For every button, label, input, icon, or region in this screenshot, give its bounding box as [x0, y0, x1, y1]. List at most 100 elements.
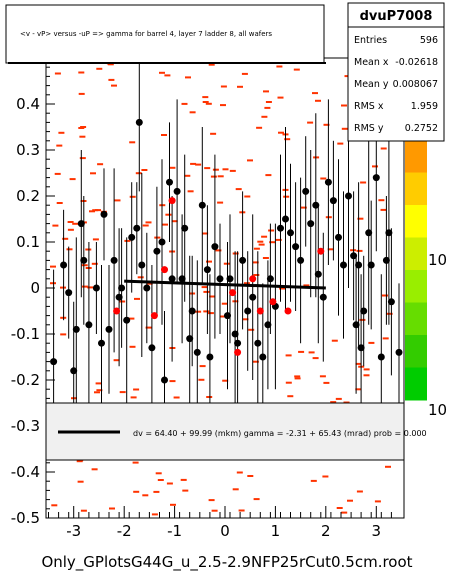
x-tick-label: 3	[372, 522, 382, 540]
histogram-cell	[76, 460, 83, 463]
data-point	[231, 330, 239, 338]
x-tick-label: -1	[167, 522, 182, 540]
histogram-cell	[108, 78, 115, 81]
histogram-cell	[252, 261, 259, 264]
data-point	[188, 307, 196, 315]
histogram-cell	[312, 92, 318, 95]
histogram-cell	[180, 478, 187, 481]
histogram-cell	[142, 494, 149, 497]
histogram-cell	[185, 76, 191, 79]
data-point	[65, 289, 73, 297]
histogram-cell	[128, 317, 135, 320]
histogram-cell	[92, 238, 99, 241]
histogram-cell	[170, 503, 176, 506]
histogram-cell	[56, 144, 63, 147]
histogram-cell	[319, 375, 326, 378]
histogram-cell	[133, 490, 140, 493]
data-point	[292, 243, 300, 251]
histogram-cell	[133, 388, 140, 391]
data-point	[365, 229, 373, 237]
histogram-cell	[204, 167, 211, 170]
histogram-cell	[378, 199, 385, 202]
data-point	[382, 256, 390, 264]
histogram-cell	[91, 262, 98, 265]
color-palette	[405, 140, 427, 401]
data-point	[186, 335, 194, 343]
data-point	[105, 325, 113, 333]
data-point	[350, 252, 358, 260]
histogram-cell	[264, 106, 271, 109]
histogram-cell	[221, 302, 228, 305]
stats-box	[347, 2, 445, 142]
x-tick-label: -2	[117, 522, 132, 540]
histogram-cell	[202, 101, 209, 103]
histogram-cell	[181, 102, 188, 105]
histogram-cell	[279, 287, 286, 290]
histogram-cell	[241, 72, 248, 75]
data-point	[312, 201, 320, 209]
data-point-red	[113, 307, 121, 315]
histogram-cell	[237, 85, 243, 88]
histogram-cell	[222, 168, 229, 171]
y-tick-label: 0.1	[16, 233, 40, 251]
title-box-shadow	[8, 62, 326, 64]
histogram-cell	[165, 213, 172, 216]
histogram-cell	[184, 174, 191, 177]
histogram-cell	[77, 480, 84, 483]
fit-result: dv = 64.40 + 99.99 (mkm) gamma = -2.31 +…	[133, 429, 427, 438]
data-point-red	[269, 298, 277, 306]
data-point	[153, 247, 161, 255]
histogram-cell	[287, 395, 294, 398]
x-tick-label: 2	[321, 522, 331, 540]
data-point	[314, 270, 322, 278]
y-tick-label: -0.2	[11, 371, 40, 389]
histogram-cell	[263, 90, 269, 93]
data-point	[100, 210, 108, 218]
data-point	[340, 261, 347, 269]
histogram-cell	[380, 208, 387, 211]
histogram-cell	[60, 333, 67, 336]
histogram-cell	[294, 377, 301, 380]
histogram-cell	[159, 71, 165, 74]
x-tick-label: 0	[220, 522, 230, 540]
data-point	[77, 220, 85, 228]
palette-label-lower: 10	[428, 401, 447, 419]
data-point	[143, 284, 151, 292]
histogram-cell	[217, 201, 224, 204]
histogram-cell	[247, 159, 253, 162]
histogram-cell	[54, 72, 61, 75]
histogram-cell	[81, 264, 88, 267]
histogram-cell	[220, 85, 227, 88]
y-tick-label: 0.2	[16, 187, 40, 205]
histogram-cell	[208, 63, 215, 66]
file-name: Only_GPlotsG44G_u_2.5-2.9NFP25rCut0.5cm.…	[41, 553, 412, 572]
histogram-cell	[162, 223, 168, 226]
y-tick-label: 0.3	[16, 141, 40, 159]
palette-swatch	[405, 140, 427, 173]
histogram-cell	[262, 257, 269, 259]
y-tick-label: 0.4	[16, 95, 40, 113]
histogram-cell	[114, 199, 121, 202]
histogram-cell	[268, 229, 275, 232]
stats-value: 0.2752	[405, 123, 438, 134]
histogram-cell	[341, 511, 348, 514]
data-point	[181, 224, 189, 232]
data-point	[161, 376, 168, 384]
palette-swatch	[405, 335, 427, 368]
data-point-red	[168, 197, 176, 205]
histogram-cell	[269, 241, 276, 244]
data-point	[302, 187, 310, 195]
histogram-cell	[232, 488, 239, 491]
histogram-cell	[327, 248, 334, 251]
data-point	[249, 293, 257, 301]
x-tick-label: 1	[271, 522, 281, 540]
histogram-cell	[363, 374, 370, 377]
histogram-cell	[132, 461, 139, 464]
data-point	[297, 256, 305, 264]
stats-value: 1.959	[411, 101, 438, 112]
histogram-cell	[359, 318, 366, 321]
histogram-cell	[50, 282, 56, 285]
histogram-cell	[141, 169, 148, 171]
histogram-cell	[323, 123, 330, 126]
histogram-cell	[217, 175, 224, 178]
